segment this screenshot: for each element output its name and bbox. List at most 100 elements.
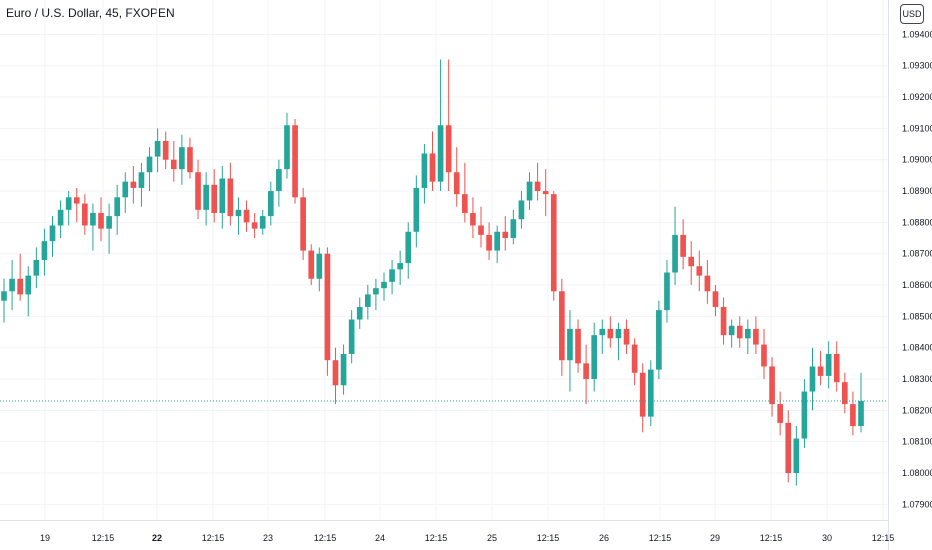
candle-body (316, 253, 323, 279)
candle (324, 247, 331, 376)
candle-body (227, 178, 234, 217)
candle-body (801, 391, 808, 439)
candle (65, 191, 72, 226)
candle (607, 316, 614, 348)
candle (623, 319, 630, 354)
candle (761, 328, 767, 380)
candle (316, 247, 323, 292)
candle (381, 272, 387, 301)
candle-body (647, 369, 654, 417)
time-axis[interactable]: 19 12:15 22 12:15 23 12:15 24 12:15 25 12:15 26 12:… (40, 533, 894, 543)
candle (680, 219, 686, 270)
candle-body (356, 306, 363, 320)
candle-body (437, 125, 444, 182)
candle-body (591, 335, 598, 380)
candle (785, 410, 792, 483)
candle (122, 172, 129, 213)
currency-button[interactable]: USD (900, 4, 924, 24)
candle-body (1, 291, 7, 301)
candle (259, 209, 266, 235)
candle-body (510, 219, 517, 239)
candle-body (785, 422, 792, 474)
y-tick-label: 1.08700 (902, 249, 932, 259)
candle-body (25, 275, 32, 295)
candle-body (348, 319, 355, 354)
y-tick-label: 1.09100 (902, 123, 932, 133)
candle-body (267, 191, 274, 217)
candle (17, 253, 23, 301)
x-tick-label: 24 (375, 533, 385, 543)
x-tick-label: 29 (710, 533, 720, 543)
x-tick-label: 12:15 (425, 533, 448, 543)
candle-body (486, 234, 492, 251)
x-tick-label: 23 (263, 533, 273, 543)
candle-body (462, 194, 468, 213)
candle-body (179, 147, 185, 170)
y-tick-label: 1.08600 (902, 280, 932, 290)
candle-body (413, 187, 420, 232)
candle-body (308, 250, 315, 279)
candle-body (324, 253, 331, 361)
candle (858, 372, 864, 433)
candle-body (550, 194, 557, 292)
candle (397, 250, 403, 286)
candle (833, 341, 840, 392)
candle-body (623, 328, 630, 345)
candle-body (162, 140, 169, 160)
candle (227, 162, 234, 226)
candle (704, 259, 711, 304)
candle (647, 360, 654, 427)
candle-body (98, 212, 104, 229)
x-tick-label: 12:15 (92, 533, 115, 543)
candle (364, 285, 371, 320)
x-tick-label: 12:15 (649, 533, 672, 543)
candle (470, 197, 476, 239)
candle-body (114, 197, 121, 217)
candle-body (526, 181, 533, 201)
candle (688, 241, 695, 286)
candle-body (138, 172, 145, 188)
x-tick-label: 12:15 (872, 533, 895, 543)
y-tick-label: 1.09000 (902, 155, 932, 165)
candle (300, 187, 306, 260)
candle (284, 112, 290, 179)
candle-body (478, 225, 484, 235)
candle (41, 228, 48, 276)
candle (170, 140, 177, 182)
candle (502, 216, 509, 251)
candle-body (575, 328, 581, 364)
candle (57, 200, 64, 239)
candle-body (429, 153, 436, 182)
candle-body (292, 125, 298, 198)
x-tick-label: 22 (152, 533, 162, 543)
price-axis[interactable]: 1.09400 1.09300 1.09200 1.09100 1.09000 1.089… (888, 0, 932, 550)
candle (793, 426, 800, 486)
candle (494, 225, 501, 264)
candle-body (130, 181, 137, 188)
candle (348, 310, 355, 364)
candle (534, 162, 541, 201)
candle (478, 206, 484, 248)
y-tick-label: 1.09200 (902, 92, 932, 102)
candle-body (688, 256, 695, 267)
candle (146, 147, 153, 192)
candle-body (284, 125, 290, 170)
candle (162, 131, 169, 170)
candle-body (65, 197, 72, 210)
y-tick-label: 1.08500 (902, 311, 932, 321)
candle-body (340, 353, 347, 386)
y-tick-label: 1.08900 (902, 186, 932, 196)
candle (251, 212, 258, 239)
candle (138, 162, 145, 207)
grid-lines (0, 0, 888, 521)
candle (591, 322, 598, 392)
candle (462, 162, 468, 223)
candle-body (146, 156, 153, 173)
candle (429, 131, 436, 192)
candle-body (41, 241, 48, 260)
candle (631, 338, 638, 386)
y-tick-label: 1.09400 (902, 29, 932, 39)
candle-body (405, 231, 412, 264)
candle (1, 278, 7, 323)
